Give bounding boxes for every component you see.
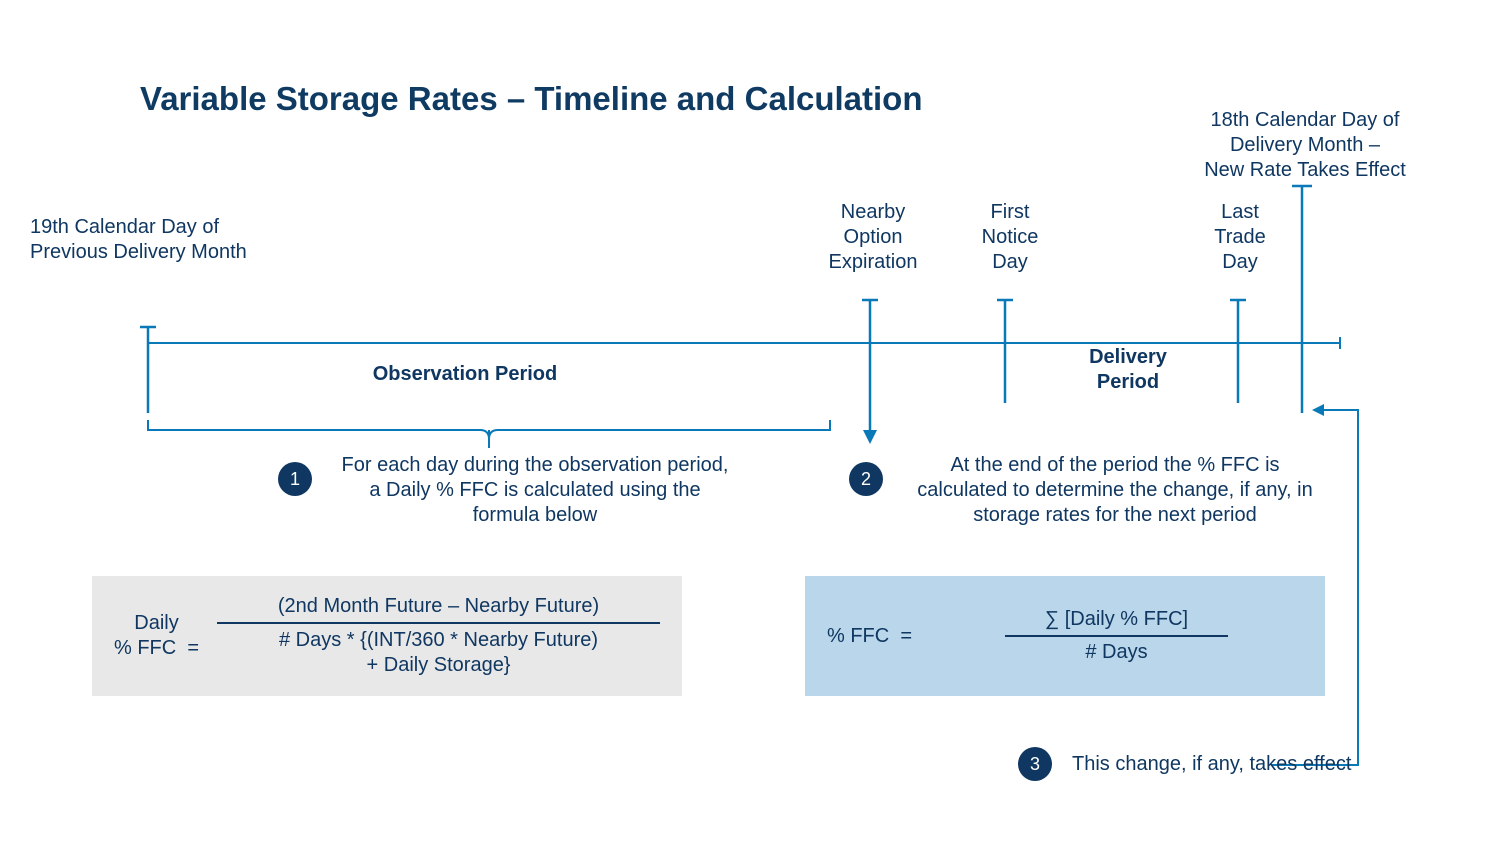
label-start: 19th Calendar Day ofPrevious Delivery Mo… — [30, 215, 290, 265]
formula-right-num: ∑ [Daily % FFC] — [1037, 604, 1196, 635]
label-nearby-text: NearbyOptionExpiration — [829, 201, 918, 273]
step3-text-span: This change, if any, takes effect — [1072, 753, 1351, 775]
formula-right-lhs: % FFC = — [827, 625, 912, 648]
step3-arrowhead — [1312, 404, 1324, 416]
label-last-trade-text: LastTradeDay — [1214, 201, 1266, 273]
step3-number: 3 — [1030, 754, 1040, 775]
formula-ffc: % FFC = ∑ [Daily % FFC] # Days — [805, 576, 1325, 696]
formula-right-den: # Days — [1077, 637, 1155, 668]
label-first-notice: FirstNoticeDay — [960, 200, 1060, 275]
step1-text-span: For each day during the observation peri… — [342, 454, 729, 526]
label-end18-text: 18th Calendar Day ofDelivery Month –New … — [1204, 109, 1406, 181]
step1-text: For each day during the observation peri… — [335, 453, 735, 528]
step3-text: This change, if any, takes effect — [1072, 753, 1382, 776]
step2-text-span: At the end of the period the % FFC is ca… — [917, 454, 1312, 526]
label-start-text: 19th Calendar Day ofPrevious Delivery Mo… — [30, 216, 247, 263]
formula-left-frac: (2nd Month Future – Nearby Future) # Day… — [217, 591, 660, 682]
delivery-period-text: DeliveryPeriod — [1089, 346, 1167, 393]
step2-circle: 2 — [849, 462, 883, 496]
step2-text: At the end of the period the % FFC is ca… — [905, 453, 1325, 528]
observation-period-text: Observation Period — [373, 363, 558, 385]
tick-nearby-arrow — [863, 430, 877, 444]
delivery-period-label: DeliveryPeriod — [1068, 345, 1188, 395]
formula-right-frac: ∑ [Daily % FFC] # Days — [930, 604, 1303, 668]
label-first-notice-text: FirstNoticeDay — [982, 201, 1039, 273]
label-last-trade: LastTradeDay — [1195, 200, 1285, 275]
step3-circle: 3 — [1018, 747, 1052, 781]
step1-circle: 1 — [278, 462, 312, 496]
step1-number: 1 — [290, 469, 300, 490]
formula-left-lhs: Daily% FFC = — [114, 611, 199, 661]
formula-daily-ffc: Daily% FFC = (2nd Month Future – Nearby … — [92, 576, 682, 696]
formula-left-den: # Days * {(INT/360 * Nearby Future)+ Dai… — [271, 624, 606, 682]
step2-number: 2 — [861, 469, 871, 490]
label-end18: 18th Calendar Day ofDelivery Month –New … — [1165, 108, 1445, 183]
formula-left-num: (2nd Month Future – Nearby Future) — [270, 591, 607, 622]
label-nearby: NearbyOptionExpiration — [808, 200, 938, 275]
observation-period-label: Observation Period — [340, 362, 590, 387]
